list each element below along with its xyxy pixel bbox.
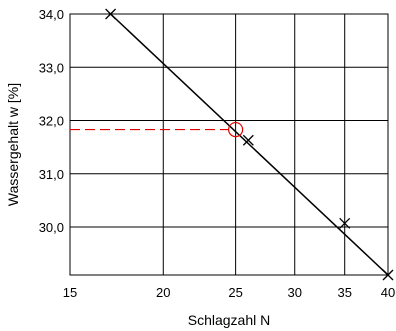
data-point-stroke [382,269,394,281]
fit-line [110,13,389,276]
y-axis-label: Wassergehalt w [%] [5,83,21,206]
y-tick-label: 32,0 [39,114,64,129]
x-tick-label: 20 [156,285,170,300]
data-point-stroke [105,8,117,20]
series [105,8,394,281]
data-point-stroke [242,134,254,146]
x-tick-label: 30 [287,285,301,300]
plot-frame [69,13,389,276]
data-point [339,217,351,229]
y-tick-label: 30,0 [39,220,64,235]
y-tick-label: 31,0 [39,167,64,182]
reference-point-circle [228,121,244,138]
x-tick-label: 40 [381,285,395,300]
data-point-stroke [339,217,351,229]
annotation [70,121,244,138]
data-point [105,8,117,20]
data-point [382,269,394,281]
tick-labels: 15 20 25 30 35 40 30,0 31,0 32,0 33,0 34,0 [39,7,396,300]
y-tick-label: 33,0 [39,60,64,75]
x-tick-label: 35 [337,285,351,300]
x-axis-label: Schlagzahl N [188,312,271,328]
grid [69,13,389,275]
x-tick-label: 15 [63,285,77,300]
data-point [242,134,254,146]
y-tick-label: 34,0 [39,7,64,22]
x-tick-label: 25 [228,285,242,300]
